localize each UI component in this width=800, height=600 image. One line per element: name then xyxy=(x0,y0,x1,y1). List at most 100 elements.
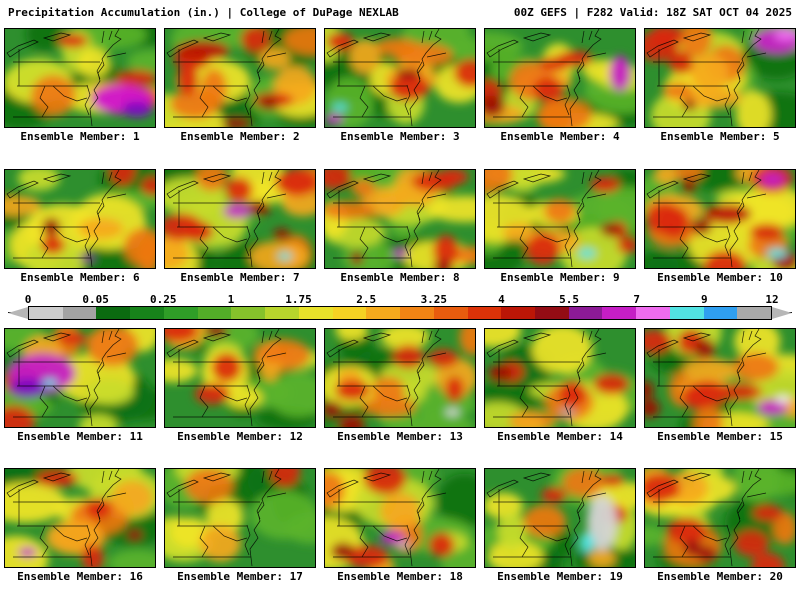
colorbar-segment xyxy=(197,306,232,319)
colorbar-segment xyxy=(703,306,738,319)
colorbar-segment xyxy=(231,306,266,319)
ensemble-member-label: Ensemble Member: 2 xyxy=(180,130,300,143)
ensemble-member-label: Ensemble Member: 17 xyxy=(177,570,303,583)
precip-map-12 xyxy=(164,328,316,428)
colorbar-segment xyxy=(433,306,468,319)
colorbar-segment xyxy=(400,306,434,319)
ensemble-member-label: Ensemble Member: 1 xyxy=(20,130,140,143)
precip-map-5 xyxy=(644,28,796,128)
colorbar-segment xyxy=(29,306,63,319)
ensemble-member-label: Ensemble Member: 14 xyxy=(497,430,623,443)
colorbar-segment xyxy=(163,306,198,319)
colorbar-segment xyxy=(669,306,704,319)
ensemble-panel-1: Ensemble Member: 1 xyxy=(4,28,156,143)
precip-map-6 xyxy=(4,169,156,269)
precip-field-svg xyxy=(5,329,155,427)
ensemble-member-label: Ensemble Member: 3 xyxy=(340,130,460,143)
precip-map-3 xyxy=(324,28,476,128)
precip-map-14 xyxy=(484,328,636,428)
colorbar-segment xyxy=(737,306,772,319)
precip-field-svg xyxy=(485,170,635,268)
colorbar-segment xyxy=(501,306,536,319)
precip-field-svg xyxy=(485,469,635,567)
ensemble-row-4: Ensemble Member: 16 Ensemble Member: 17 En… xyxy=(0,468,800,583)
ensemble-panel-20: Ensemble Member: 20 xyxy=(644,468,796,583)
ensemble-member-label: Ensemble Member: 4 xyxy=(500,130,620,143)
precip-field-svg xyxy=(325,469,475,567)
ensemble-panel-19: Ensemble Member: 19 xyxy=(484,468,636,583)
precip-field-svg xyxy=(645,29,795,127)
precip-field-svg xyxy=(325,329,475,427)
colorbar-segment xyxy=(568,306,603,319)
colorbar-tick: 0.25 xyxy=(150,293,177,306)
ensemble-member-label: Ensemble Member: 20 xyxy=(657,570,783,583)
precip-field-svg xyxy=(165,469,315,567)
ensemble-row-2: Ensemble Member: 6 Ensemble Member: 7 Ense… xyxy=(0,169,800,284)
ensemble-member-label: Ensemble Member: 10 xyxy=(657,271,783,284)
ensemble-panel-6: Ensemble Member: 6 xyxy=(4,169,156,284)
precip-map-8 xyxy=(324,169,476,269)
ensemble-row-1: Ensemble Member: 1 Ensemble Member: 2 Ense… xyxy=(0,28,800,143)
colorbar-segment xyxy=(602,306,637,319)
precip-field-svg xyxy=(165,329,315,427)
colorbar-segment xyxy=(130,306,164,319)
colorbar-segment xyxy=(636,306,670,319)
ensemble-member-label: Ensemble Member: 7 xyxy=(180,271,300,284)
precip-field-svg xyxy=(5,29,155,127)
colorbar-tick: 3.25 xyxy=(420,293,448,306)
precip-map-13 xyxy=(324,328,476,428)
ensemble-panel-9: Ensemble Member: 9 xyxy=(484,169,636,284)
ensemble-panel-15: Ensemble Member: 15 xyxy=(644,328,796,443)
colorbar-tick: 0 xyxy=(24,293,32,306)
colorbar-tick: 9 xyxy=(701,293,708,306)
ensemble-member-label: Ensemble Member: 16 xyxy=(17,570,143,583)
precip-map-11 xyxy=(4,328,156,428)
ensemble-member-label: Ensemble Member: 6 xyxy=(20,271,140,284)
precip-map-16 xyxy=(4,468,156,568)
ensemble-panel-14: Ensemble Member: 14 xyxy=(484,328,636,443)
precip-field-svg xyxy=(645,170,795,268)
ensemble-panel-10: Ensemble Member: 10 xyxy=(644,169,796,284)
ensemble-member-label: Ensemble Member: 15 xyxy=(657,430,783,443)
ensemble-panel-13: Ensemble Member: 13 xyxy=(324,328,476,443)
ensemble-row-3: Ensemble Member: 11 Ensemble Member: 12 En… xyxy=(0,328,800,443)
precip-map-19 xyxy=(484,468,636,568)
colorbar-segment xyxy=(467,306,502,319)
ensemble-panel-7: Ensemble Member: 7 xyxy=(164,169,316,284)
colorbar-tick: 2.5 xyxy=(356,293,377,306)
ensemble-member-label: Ensemble Member: 9 xyxy=(500,271,620,284)
ensemble-panel-2: Ensemble Member: 2 xyxy=(164,28,316,143)
precip-field-svg xyxy=(165,170,315,268)
ensemble-member-label: Ensemble Member: 12 xyxy=(177,430,303,443)
ensemble-member-label: Ensemble Member: 18 xyxy=(337,570,463,583)
precip-map-10 xyxy=(644,169,796,269)
colorbar-tick: 1.75 xyxy=(285,293,312,306)
ensemble-panel-3: Ensemble Member: 3 xyxy=(324,28,476,143)
precip-map-9 xyxy=(484,169,636,269)
colorbar-ticks: 0 0.05 0.25 1 1.75 2.5 3.25 4 5.5 7 9 12 xyxy=(24,293,779,306)
precip-map-17 xyxy=(164,468,316,568)
colorbar-tick: 7 xyxy=(633,293,641,306)
colorbar-segment xyxy=(96,306,131,319)
precip-field-svg xyxy=(325,170,475,268)
ensemble-member-label: Ensemble Member: 5 xyxy=(660,130,780,143)
colorbar: 0 0.05 0.25 1 1.75 2.5 3.25 4 5.5 7 9 12 xyxy=(8,293,792,320)
ensemble-panel-17: Ensemble Member: 17 xyxy=(164,468,316,583)
colorbar-tick: 1 xyxy=(227,293,235,306)
ensemble-member-label: Ensemble Member: 13 xyxy=(337,430,463,443)
colorbar-segments xyxy=(28,305,772,320)
ensemble-member-label: Ensemble Member: 8 xyxy=(340,271,460,284)
precip-map-2 xyxy=(164,28,316,128)
precip-field-svg xyxy=(5,469,155,567)
precip-field-svg xyxy=(645,329,795,427)
colorbar-tick: 4 xyxy=(498,293,505,306)
colorbar-segment xyxy=(298,306,333,319)
precip-map-18 xyxy=(324,468,476,568)
precip-map-7 xyxy=(164,169,316,269)
product-header: Precipitation Accumulation (in.) | Colle… xyxy=(0,0,800,19)
colorbar-segment xyxy=(62,306,97,319)
ensemble-panel-16: Ensemble Member: 16 xyxy=(4,468,156,583)
colorbar-arrow-right-icon xyxy=(772,306,792,319)
precip-map-20 xyxy=(644,468,796,568)
colorbar-tick: 5.5 xyxy=(559,293,580,306)
